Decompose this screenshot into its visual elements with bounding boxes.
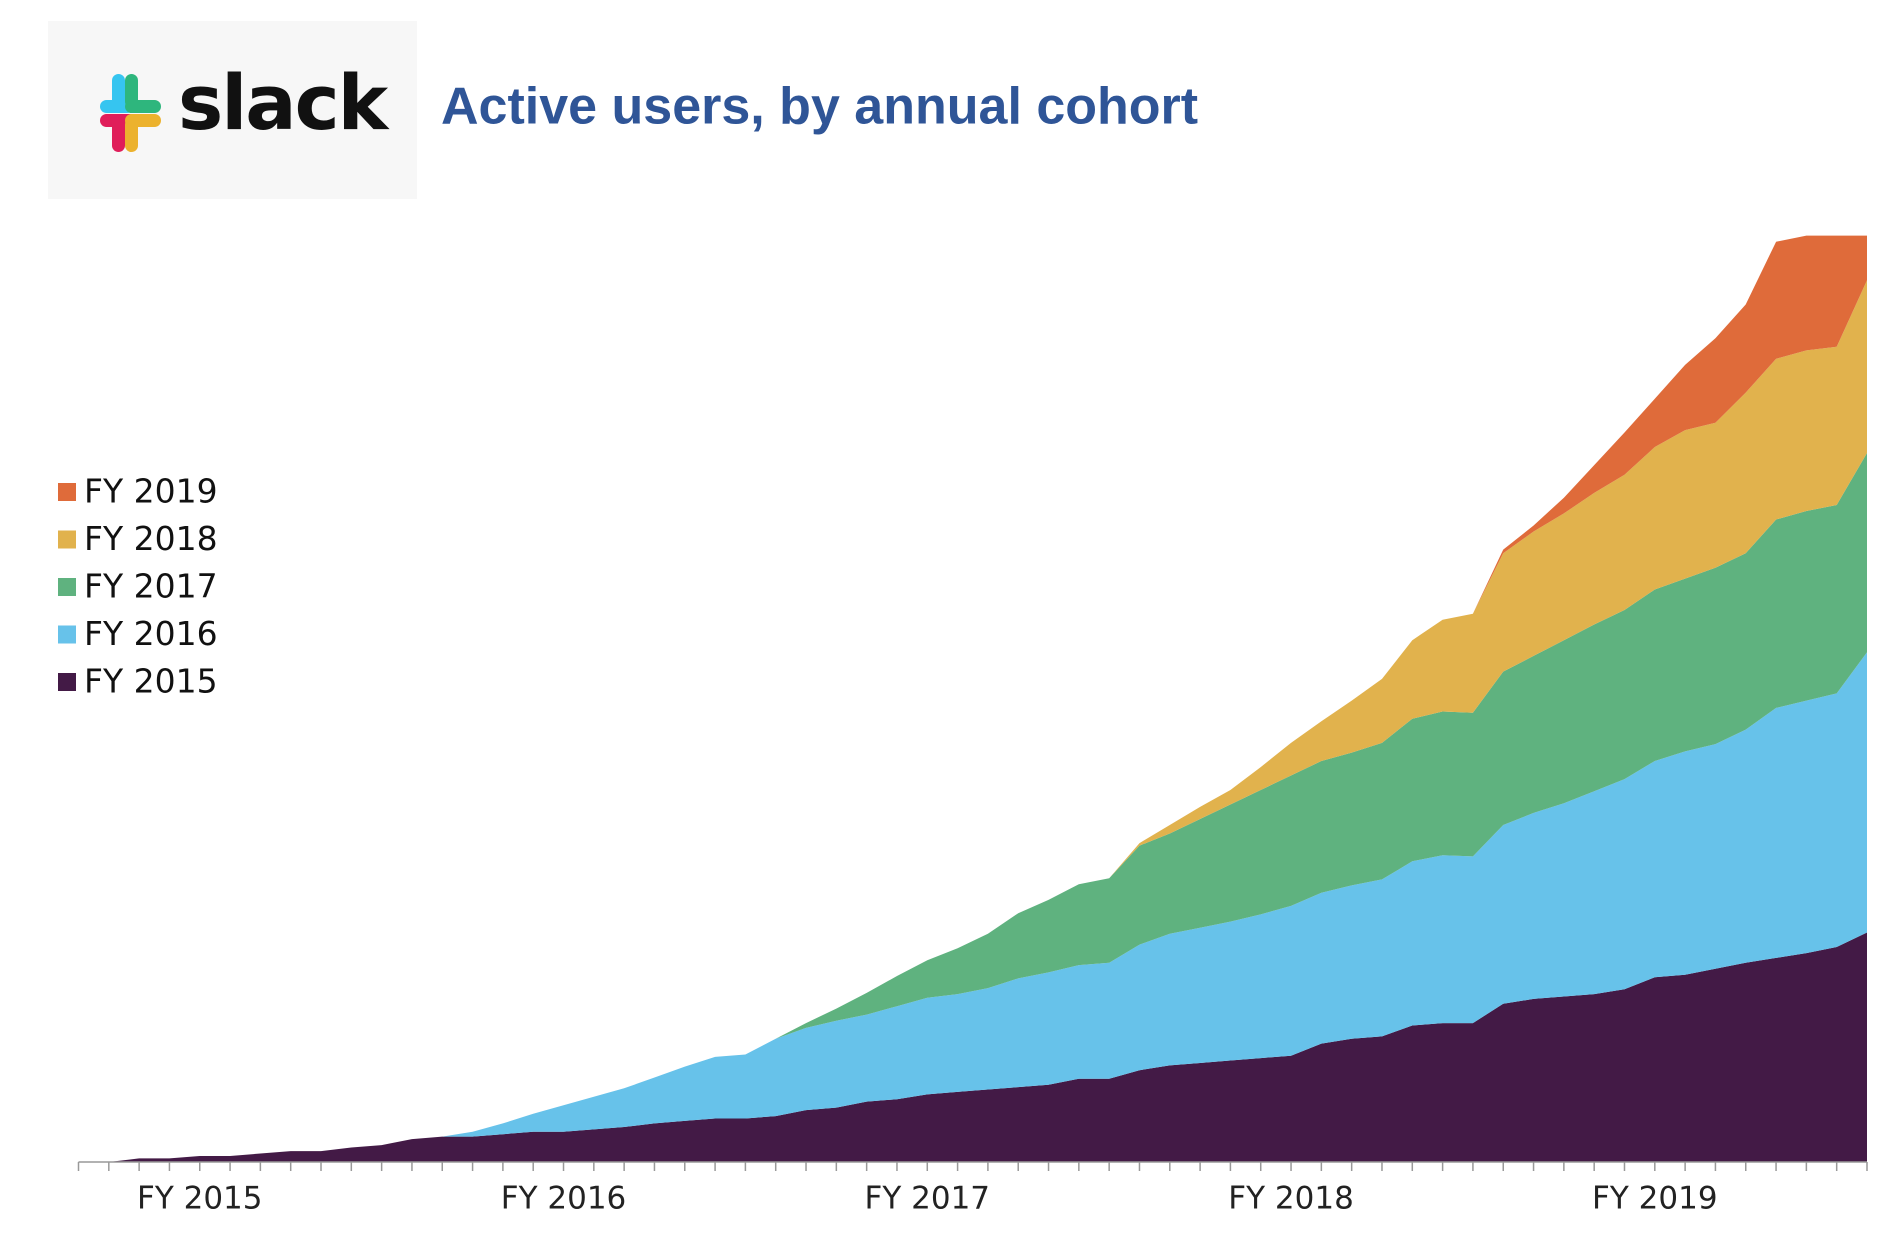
logo-icon bbox=[100, 74, 161, 152]
legend-label: FY 2017 bbox=[84, 567, 218, 606]
logo-text: slack bbox=[178, 58, 390, 147]
legend-label: FY 2019 bbox=[84, 472, 218, 511]
area bbox=[78, 652, 1867, 1162]
x-tick-label: FY 2018 bbox=[1228, 1181, 1354, 1217]
chart-title: Active users, by annual cohort bbox=[441, 78, 1198, 136]
area bbox=[78, 453, 1867, 1162]
x-tick-label: FY 2015 bbox=[137, 1181, 263, 1217]
legend-swatch bbox=[58, 483, 76, 501]
legend-label: FY 2015 bbox=[84, 662, 218, 701]
legend-label: FY 2018 bbox=[84, 519, 218, 558]
area bbox=[78, 932, 1867, 1162]
legend-swatch bbox=[58, 673, 76, 691]
x-tick-label: FY 2019 bbox=[1592, 1181, 1718, 1217]
legend-label: FY 2016 bbox=[84, 614, 218, 653]
x-tick-label: FY 2016 bbox=[501, 1181, 627, 1217]
legend-swatch bbox=[58, 578, 76, 596]
legend-swatch bbox=[58, 530, 76, 549]
legend-swatch bbox=[58, 625, 76, 644]
x-tick-label: FY 2017 bbox=[865, 1181, 991, 1217]
